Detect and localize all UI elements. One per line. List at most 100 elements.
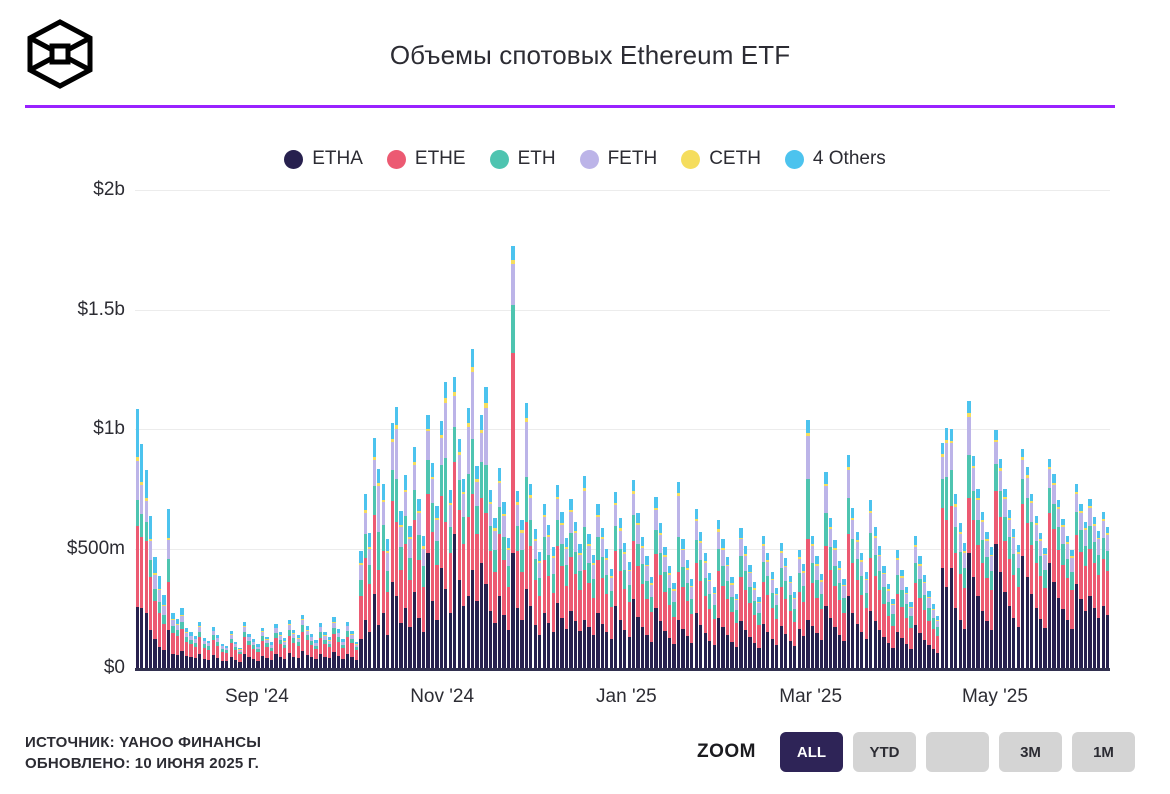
bar-stack[interactable] <box>430 462 435 668</box>
bar-stack[interactable] <box>886 583 891 668</box>
bar-stack[interactable] <box>676 481 681 668</box>
bar-stack[interactable] <box>426 415 430 668</box>
bar-stack[interactable] <box>614 491 618 668</box>
bar-stack[interactable] <box>752 582 757 668</box>
bar-stack[interactable] <box>645 556 649 668</box>
bar-stack[interactable] <box>332 617 336 668</box>
bar-stack[interactable] <box>551 547 555 668</box>
bar-stack[interactable] <box>627 561 631 668</box>
bar-stack[interactable] <box>985 531 989 668</box>
bar-stack[interactable] <box>529 483 533 668</box>
bar-stack[interactable] <box>157 576 162 668</box>
bar-stack[interactable] <box>238 647 242 668</box>
bar-stack[interactable] <box>216 634 220 668</box>
bar-stack[interactable] <box>895 549 900 668</box>
bar-stack[interactable] <box>444 381 448 668</box>
bar-stack[interactable] <box>699 532 703 668</box>
bar-stack[interactable] <box>555 485 560 668</box>
bar-stack[interactable] <box>869 500 873 668</box>
legend-item[interactable]: ETHA <box>284 148 363 170</box>
bar-stack[interactable] <box>878 546 882 668</box>
bar-stack[interactable] <box>1079 503 1083 668</box>
bar-stack[interactable] <box>1070 550 1074 668</box>
bar-stack[interactable] <box>542 503 546 668</box>
bar-stack[interactable] <box>417 498 421 668</box>
bar-stack[interactable] <box>511 245 515 668</box>
bar-stack[interactable] <box>502 502 506 668</box>
bar-stack[interactable] <box>788 575 792 668</box>
bar-stack[interactable] <box>354 642 359 668</box>
bar-stack[interactable] <box>734 593 739 668</box>
bar-stack[interactable] <box>453 376 457 668</box>
bar-stack[interactable] <box>954 494 958 668</box>
bar-stack[interactable] <box>135 409 139 668</box>
bar-stack[interactable] <box>609 569 613 668</box>
bar-stack[interactable] <box>784 558 788 668</box>
bar-stack[interactable] <box>394 407 399 668</box>
bar-stack[interactable] <box>591 555 596 668</box>
bar-stack[interactable] <box>632 479 636 668</box>
bar-stack[interactable] <box>1061 518 1065 668</box>
bar-stack[interactable] <box>278 632 282 668</box>
bar-stack[interactable] <box>694 509 698 668</box>
bar-stack[interactable] <box>757 596 761 668</box>
bar-stack[interactable] <box>663 546 667 668</box>
bar-stack[interactable] <box>717 519 721 668</box>
bar-stack[interactable] <box>909 601 913 668</box>
bar-stack[interactable] <box>184 628 189 668</box>
bar-stack[interactable] <box>931 604 935 668</box>
bar-stack[interactable] <box>900 569 904 668</box>
bar-stack[interactable] <box>479 415 484 668</box>
bar-stack[interactable] <box>918 556 922 668</box>
bar-stack[interactable] <box>605 549 609 668</box>
bar-stack[interactable] <box>833 539 837 668</box>
bar-stack[interactable] <box>623 542 627 668</box>
bar-stack[interactable] <box>649 576 654 668</box>
bar-stack[interactable] <box>345 621 350 668</box>
bar-stack[interactable] <box>140 443 144 668</box>
legend-item[interactable]: 4 Others <box>784 148 886 170</box>
bar-stack[interactable] <box>801 564 806 668</box>
bar-stack[interactable] <box>1106 526 1110 668</box>
bar-stack[interactable] <box>560 512 564 668</box>
bar-stack[interactable] <box>994 430 998 668</box>
bar-stack[interactable] <box>564 538 569 668</box>
bar-stack[interactable] <box>314 640 318 668</box>
bar-stack[interactable] <box>171 612 175 668</box>
bar-stack[interactable] <box>363 493 367 668</box>
bar-stack[interactable] <box>936 615 940 668</box>
bar-stack[interactable] <box>1047 458 1052 668</box>
bar-stack[interactable] <box>989 547 994 668</box>
bar-stack[interactable] <box>864 571 868 668</box>
bar-stack[interactable] <box>810 535 815 668</box>
bar-stack[interactable] <box>1030 493 1034 668</box>
bar-stack[interactable] <box>488 489 493 668</box>
bar-stack[interactable] <box>225 645 229 668</box>
bar-stack[interactable] <box>462 479 466 668</box>
bar-stack[interactable] <box>287 620 291 668</box>
bar-stack[interactable] <box>672 583 676 668</box>
bar-stack[interactable] <box>927 591 931 668</box>
bar-stack[interactable] <box>748 564 752 668</box>
bar-stack[interactable] <box>515 490 520 668</box>
bar-stack[interactable] <box>372 438 376 668</box>
bar-stack[interactable] <box>292 630 296 668</box>
legend-item[interactable]: ETH <box>489 148 556 170</box>
zoom-range-button[interactable]: 3M <box>999 732 1062 772</box>
bar-stack[interactable] <box>775 587 779 668</box>
bar-stack[interactable] <box>1034 515 1038 668</box>
bar-stack[interactable] <box>636 512 640 668</box>
bar-stack[interactable] <box>229 631 233 668</box>
legend-item[interactable]: FETH <box>579 148 657 170</box>
bar-stack[interactable] <box>640 536 645 668</box>
bar-stack[interactable] <box>913 536 918 668</box>
bar-stack[interactable] <box>761 535 766 668</box>
bar-stack[interactable] <box>851 507 855 668</box>
bar-stack[interactable] <box>1052 474 1056 668</box>
bar-stack[interactable] <box>1056 500 1061 668</box>
bar-stack[interactable] <box>457 438 461 668</box>
bar-stack[interactable] <box>971 456 976 668</box>
bar-stack[interactable] <box>569 499 573 668</box>
bar-stack[interactable] <box>600 527 605 668</box>
bar-stack[interactable] <box>690 579 694 668</box>
